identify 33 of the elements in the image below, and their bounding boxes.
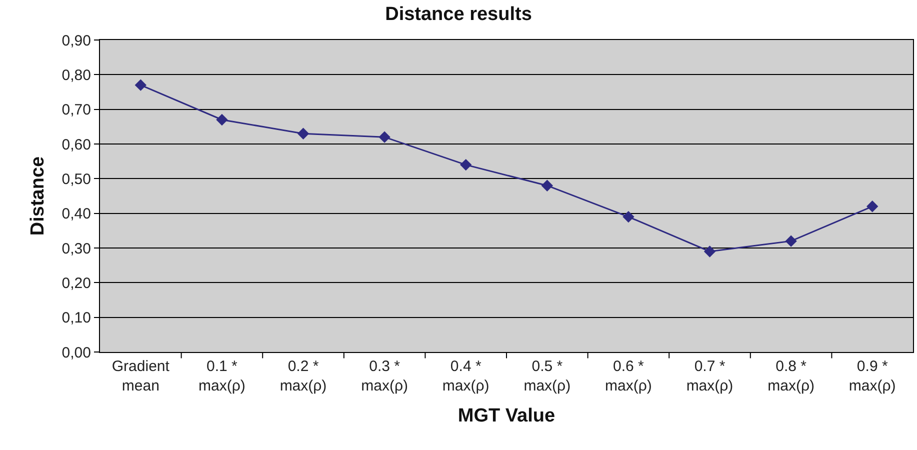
- x-tick-label: 0.2 * max(ρ): [280, 358, 327, 394]
- chart-title: Distance results: [385, 4, 532, 26]
- point: [297, 128, 310, 140]
- y-tick-label: 0,60: [62, 136, 91, 154]
- y-tick-label: 0,40: [62, 206, 91, 223]
- x-tick-label: 0.7 * max(ρ): [686, 358, 734, 394]
- x-tick-label: 0.5 * max(ρ): [524, 358, 571, 394]
- point: [460, 158, 472, 171]
- y-tick-label: 0,30: [62, 240, 91, 258]
- x-axis-title: MGT Value: [458, 405, 556, 426]
- y-tick-label: 0,10: [62, 310, 91, 327]
- y-tick-label: 0,80: [62, 66, 91, 84]
- y-tick-label: 0,90: [62, 32, 91, 50]
- point: [216, 114, 228, 126]
- point: [866, 200, 878, 212]
- x-tick-label: Gradient mean: [112, 358, 170, 394]
- x-tick-label: 0.8 * max(ρ): [768, 358, 814, 394]
- y-tick-label: 0,70: [62, 102, 91, 119]
- y-tick-label: 0,50: [62, 170, 91, 188]
- x-tick-label: 0.1 * max(ρ): [198, 358, 246, 394]
- x-tick-label: 0.3 * max(ρ): [361, 358, 408, 394]
- x-tick-label: 0.9 * max(ρ): [848, 358, 896, 394]
- point: [622, 210, 634, 223]
- point: [378, 131, 390, 143]
- point: [704, 246, 716, 258]
- x-tick-label: 0.6 * max(ρ): [605, 358, 652, 394]
- y-tick-label: 0,20: [62, 274, 91, 292]
- x-tick-label: 0.4 * max(ρ): [442, 358, 490, 394]
- y-tick-label: 0,00: [62, 344, 91, 362]
- point: [785, 235, 797, 247]
- y-axis-title: Distance: [28, 156, 49, 236]
- point: [134, 79, 146, 91]
- point: [541, 180, 553, 192]
